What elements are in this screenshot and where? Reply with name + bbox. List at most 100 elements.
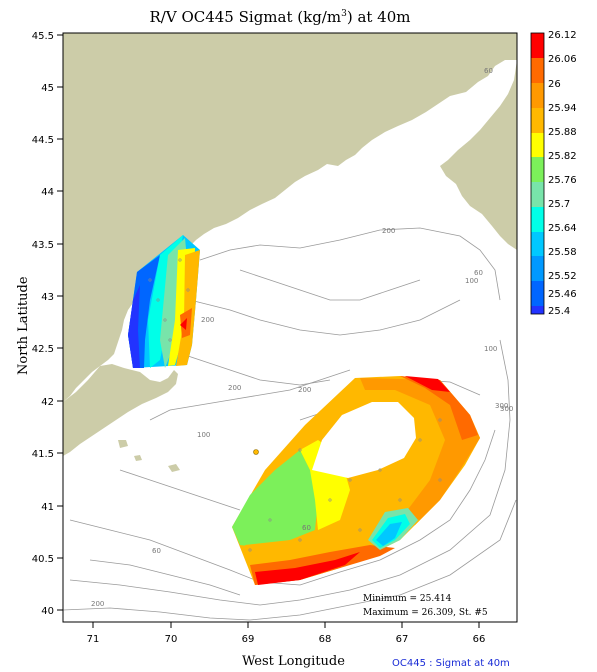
isobath-lines	[62, 227, 517, 621]
contour-label: 100	[197, 431, 210, 439]
x-axis	[92, 622, 480, 628]
y-tick-label: 44.5	[32, 135, 54, 146]
x-tick-labels: 71 70 69 68 67 66	[87, 634, 486, 645]
patch-georges-green	[232, 450, 318, 548]
colorbar-swatch	[531, 306, 544, 314]
y-tick-label: 41	[41, 502, 54, 513]
x-tick-label: 66	[473, 634, 486, 645]
data-patch-georges	[232, 376, 480, 585]
contour-label: 100	[465, 277, 478, 285]
isobath-inner-3	[189, 299, 461, 336]
patch-georges-blue	[376, 522, 402, 546]
patch-georges-red-bottom	[255, 552, 360, 585]
y-tick-label: 45.5	[32, 31, 54, 42]
y-tick-label: 40	[41, 606, 54, 617]
contour-label: 60	[474, 269, 483, 277]
title-superscript: 3	[341, 9, 347, 19]
contour-label: 200	[201, 316, 214, 324]
colorbar-label: 25.88	[548, 127, 577, 138]
colorbar-swatch	[531, 108, 544, 133]
contour-label: 300	[500, 405, 513, 413]
colorbar-swatch	[531, 182, 544, 207]
contour-label: 60	[152, 547, 161, 555]
station-markers	[148, 258, 442, 552]
y-tick-label: 43.5	[32, 240, 54, 251]
isobath-inner-1	[199, 227, 501, 301]
colorbar-label: 25.76	[548, 175, 577, 186]
data-patch-gulf	[128, 235, 200, 368]
colorbar-label: 26.06	[548, 54, 577, 65]
minmax-annotation: Minimum = 25.414 Maximum = 26.309, St. #…	[363, 594, 488, 618]
contour-label: 60	[484, 67, 493, 75]
colorbar	[530, 32, 545, 315]
y-tick-label: 42.5	[32, 344, 54, 355]
colorbar-label: 25.4	[548, 306, 571, 317]
colorbar-label: 25.7	[548, 199, 571, 210]
land-mass	[63, 33, 517, 472]
isobath-60	[69, 429, 496, 586]
y-tick-label: 43	[41, 292, 54, 303]
colorbar-label: 25.64	[548, 223, 577, 234]
x-tick-label: 68	[319, 634, 332, 645]
isobath-inner-5	[239, 269, 421, 301]
footer-caption: OC445 : Sigmat at 40m	[392, 658, 510, 669]
x-tick-label: 67	[396, 634, 409, 645]
patch-georges-darkorange	[400, 376, 478, 440]
contour-label: 200	[382, 227, 395, 235]
contour-label: 200	[91, 600, 104, 608]
colorbar-label: 25.82	[548, 151, 577, 162]
isobath-200	[62, 499, 517, 621]
isobath-inner-2	[149, 369, 351, 421]
colorbar-label: 25.94	[548, 103, 577, 114]
station-highlight-marker	[253, 449, 259, 455]
y-tick-label: 45	[41, 83, 54, 94]
contour-label: 60	[302, 524, 311, 532]
colorbar-label: 25.58	[548, 247, 577, 258]
land-capecod	[63, 364, 178, 456]
x-tick-label: 69	[242, 634, 255, 645]
colorbar-swatch	[531, 83, 544, 108]
y-tick-labels: 45.5 45 44.5 44 43.5 43 42.5 42 41.5 41 …	[32, 31, 54, 617]
contour-label: 300	[495, 402, 508, 410]
colorbar-swatch	[531, 58, 544, 83]
y-tick-label: 41.5	[32, 449, 54, 460]
y-tick-label: 42	[41, 397, 54, 408]
contour-label: 100	[484, 345, 497, 353]
colorbar-label: 25.52	[548, 271, 577, 282]
x-axis-label: West Longitude	[242, 654, 345, 669]
title-suffix: ) at 40m	[346, 8, 411, 26]
y-axis-label: North Latitude	[16, 276, 31, 375]
minimum-text: Minimum = 25.414	[363, 594, 452, 604]
patch-gulf-darkblue	[128, 285, 140, 368]
colorbar-swatch	[531, 207, 544, 232]
colorbar-label: 26	[548, 79, 561, 90]
contour-label: 200	[298, 386, 311, 394]
y-tick-label: 40.5	[32, 554, 54, 565]
colorbar-swatch	[531, 281, 544, 306]
colorbar-swatch	[531, 33, 544, 58]
colorbar-swatch	[531, 133, 544, 157]
plot-frame	[62, 32, 518, 623]
y-tick-label: 44	[41, 187, 54, 198]
title-text: R/V OC445 Sigmat (kg/m	[149, 8, 342, 26]
colorbar-label: 25.46	[548, 289, 577, 300]
colorbar-swatch	[531, 157, 544, 182]
isobath-inner-6	[119, 469, 241, 511]
colorbar-label: 26.12	[548, 30, 577, 41]
x-tick-label: 71	[87, 634, 100, 645]
contour-labels: 60 200 200 100 200 60 100 100 200 300 30…	[91, 67, 513, 608]
isobath-100	[69, 339, 511, 606]
x-tick-label: 70	[165, 634, 178, 645]
maximum-text: Maximum = 26.309, St. #5	[363, 608, 488, 618]
land-islands	[118, 440, 180, 472]
patch-georges-hole	[312, 402, 416, 478]
contour-label: 200	[228, 384, 241, 392]
y-axis	[57, 34, 63, 611]
patch-georges-orange	[360, 378, 480, 525]
land-novascotia	[440, 60, 517, 250]
patch-georges-red-top	[405, 376, 450, 392]
isobath-inner-8	[89, 559, 241, 596]
colorbar-swatch	[531, 256, 544, 281]
patch-gulf-red	[180, 318, 187, 330]
